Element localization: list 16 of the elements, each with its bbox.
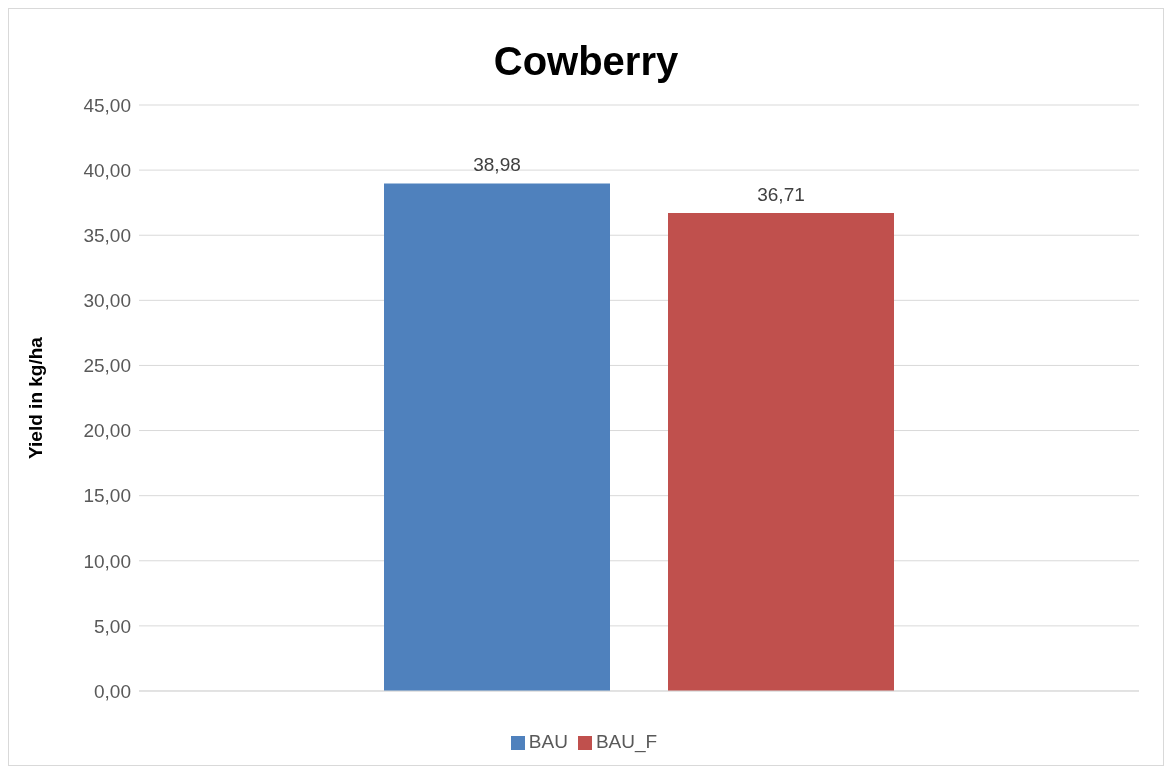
y-axis-title: Yield in kg/ha xyxy=(24,336,46,459)
y-tick-label: 5,00 xyxy=(94,615,131,637)
y-tick-label: 20,00 xyxy=(83,420,131,442)
y-tick-label: 30,00 xyxy=(83,290,131,312)
data-label: 38,98 xyxy=(473,154,521,176)
legend-label: BAU xyxy=(528,731,568,752)
y-tick-label: 15,00 xyxy=(83,485,131,507)
y-tick-label: 25,00 xyxy=(83,355,131,377)
y-tick-label: 10,00 xyxy=(83,550,131,572)
y-tick-label: 40,00 xyxy=(83,159,131,181)
y-tick-label: 0,00 xyxy=(94,680,131,702)
data-label: 36,71 xyxy=(757,183,805,205)
legend-label: BAU_F xyxy=(595,731,658,752)
y-tick-label: 35,00 xyxy=(83,224,131,246)
chart-title: Cowberry xyxy=(492,38,680,85)
y-tick-label: 45,00 xyxy=(83,94,131,116)
